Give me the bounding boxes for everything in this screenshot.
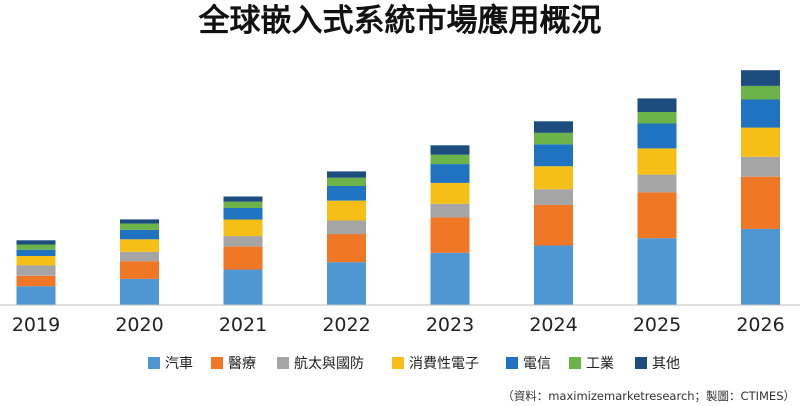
bar-2020-series-2 xyxy=(120,251,159,262)
bar-2019-series-4 xyxy=(16,249,56,256)
bar-2022-series-3 xyxy=(327,200,366,221)
legend-swatch xyxy=(635,357,647,369)
legend-label: 航太與國防 xyxy=(294,356,364,372)
legend-label: 電信 xyxy=(523,356,551,372)
bar-2025-series-2 xyxy=(637,174,677,193)
bar-2020-series-5 xyxy=(120,223,159,230)
bar-2023-series-5 xyxy=(430,154,470,165)
bar-2021-series-0 xyxy=(223,269,263,305)
bar-2024-series-6 xyxy=(534,121,573,133)
bar-2021-series-1 xyxy=(223,246,263,270)
legend-swatch xyxy=(148,357,160,369)
legend-item: 醫療 xyxy=(211,355,256,372)
legend: 汽車 醫療 航太與國防 消費性電子 電信 工業 其他 xyxy=(148,355,680,372)
x-tick-labels: 2019 2020 2021 2022 2023 2024 2025 2026 xyxy=(12,314,785,336)
legend-swatch xyxy=(392,357,404,369)
x-tick-label: 2020 xyxy=(115,314,163,336)
bar-2020-series-6 xyxy=(120,219,159,224)
bars-layer xyxy=(16,70,780,305)
x-tick-label: 2023 xyxy=(426,314,474,336)
bar-2021-series-4 xyxy=(223,208,263,220)
bar-2023-series-4 xyxy=(430,164,470,183)
legend-label: 工業 xyxy=(586,356,614,372)
bar-2026-series-6 xyxy=(741,70,780,86)
bar-2019-series-5 xyxy=(16,244,56,250)
legend-label: 汽車 xyxy=(165,355,193,372)
bar-2022-series-4 xyxy=(327,186,366,201)
x-tick-label: 2026 xyxy=(736,314,784,336)
legend-swatch xyxy=(569,357,581,369)
x-tick-label: 2019 xyxy=(12,314,60,336)
x-tick-label: 2022 xyxy=(322,314,370,336)
bar-2024-series-4 xyxy=(534,144,573,167)
bar-2026-series-1 xyxy=(741,176,780,229)
bar-2021-series-5 xyxy=(223,201,263,208)
bar-2023-series-3 xyxy=(430,182,470,204)
bar-2026-series-3 xyxy=(741,127,780,157)
bar-2025-series-3 xyxy=(637,148,677,175)
legend-item: 電信 xyxy=(506,356,551,372)
legend-label: 醫療 xyxy=(228,355,256,372)
bar-2019-series-2 xyxy=(16,265,56,276)
bar-2025-series-0 xyxy=(637,238,677,305)
bar-2025-series-5 xyxy=(637,112,677,124)
bar-2020-series-0 xyxy=(120,278,159,305)
bar-2024-series-1 xyxy=(534,204,573,246)
chart-title: 全球嵌入式系統市場應用概況 xyxy=(198,3,602,39)
bar-2022-series-2 xyxy=(327,220,366,235)
bar-2025-series-6 xyxy=(637,98,677,112)
bar-2020-series-3 xyxy=(120,239,159,252)
bar-2019-series-3 xyxy=(16,256,56,266)
x-tick-label: 2025 xyxy=(633,314,681,336)
legend-label: 消費性電子 xyxy=(409,356,479,372)
bar-2026-series-4 xyxy=(741,99,780,128)
bar-2021-series-3 xyxy=(223,219,263,237)
bar-2022-series-1 xyxy=(327,234,366,263)
legend-swatch xyxy=(211,357,223,369)
bar-2024-series-5 xyxy=(534,132,573,145)
bar-2019-series-1 xyxy=(16,275,56,287)
legend-item: 航太與國防 xyxy=(277,356,364,372)
bar-2024-series-2 xyxy=(534,189,573,205)
bar-2023-series-0 xyxy=(430,252,470,305)
source-note: （資料：maximizemarketresearch；製圖：CTIMES） xyxy=(502,389,795,403)
bar-2019-series-6 xyxy=(16,240,56,245)
bar-2025-series-4 xyxy=(637,123,677,149)
bar-2021-series-2 xyxy=(223,236,263,247)
bar-2020-series-4 xyxy=(120,229,159,240)
bar-2026-series-5 xyxy=(741,85,780,100)
legend-item: 汽車 xyxy=(148,355,193,372)
bar-2022-series-0 xyxy=(327,262,366,305)
bar-2023-series-6 xyxy=(430,145,470,155)
bar-2019-series-0 xyxy=(16,286,56,305)
bar-2024-series-3 xyxy=(534,166,573,190)
legend-item: 工業 xyxy=(569,356,614,372)
x-tick-label: 2021 xyxy=(219,314,267,336)
bar-2023-series-1 xyxy=(430,217,470,253)
legend-swatch xyxy=(277,357,289,369)
x-tick-label: 2024 xyxy=(529,314,577,336)
bar-2026-series-0 xyxy=(741,228,780,305)
legend-item: 其他 xyxy=(635,356,680,372)
bar-2022-series-5 xyxy=(327,177,366,186)
bar-2022-series-6 xyxy=(327,171,366,178)
bar-2026-series-2 xyxy=(741,156,780,177)
legend-swatch xyxy=(506,357,518,369)
bar-2021-series-6 xyxy=(223,196,263,202)
legend-label: 其他 xyxy=(652,356,680,372)
bar-2020-series-1 xyxy=(120,261,159,279)
bar-2023-series-2 xyxy=(430,203,470,218)
bar-2025-series-1 xyxy=(637,192,677,239)
legend-item: 消費性電子 xyxy=(392,356,479,372)
bar-2024-series-0 xyxy=(534,245,573,305)
